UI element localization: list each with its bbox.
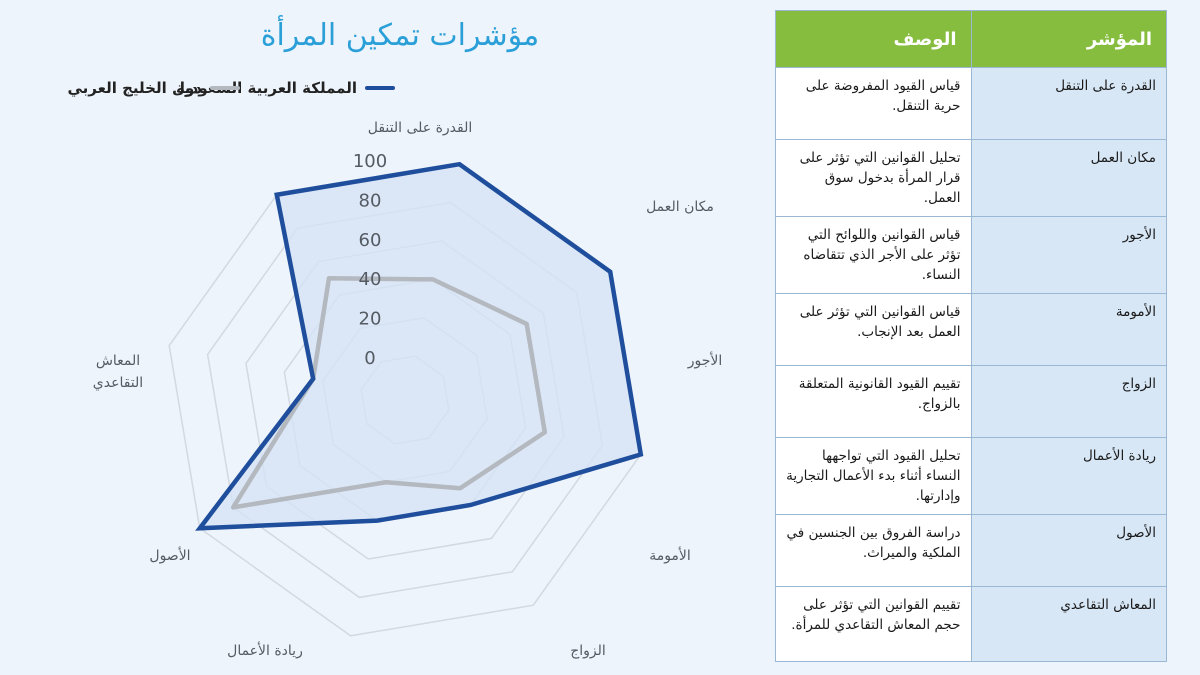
- legend-swatch-ksa: [365, 86, 395, 90]
- tick-label-5: 100: [353, 151, 387, 172]
- axis-label-6: الأصول: [149, 546, 190, 564]
- indicator-cell: الأصول: [970, 514, 1167, 587]
- header-indicator: المؤشر: [970, 10, 1167, 68]
- indicator-cell: ريادة الأعمال: [970, 437, 1167, 515]
- axis-label-2: الأجور: [687, 351, 723, 369]
- indicator-table: المؤشر الوصف القدرة على التنقل قياس القي…: [775, 10, 1167, 662]
- header-description: الوصف: [775, 10, 972, 68]
- tick-label-2: 40: [359, 269, 382, 290]
- indicator-cell: الأمومة: [970, 293, 1167, 366]
- table-row: ريادة الأعمال تحليل القيود التي تواجهها …: [775, 437, 1167, 515]
- legend-swatch-gcc: [210, 86, 240, 90]
- table-row: القدرة على التنقل قياس القيود المفروضة ع…: [775, 67, 1167, 140]
- description-cell: تحليل القوانين التي تؤثر على قرار المرأة…: [775, 139, 972, 217]
- legend-item-ksa: المملكة العربية السعودية: [176, 78, 395, 98]
- tick-label-1: 20: [359, 309, 382, 330]
- axis-label-5: ريادة الأعمال: [227, 641, 303, 659]
- tick-label-0: 0: [364, 348, 375, 369]
- axis-label-3: الأمومة: [649, 546, 691, 564]
- axis-label-4: الزواج: [570, 643, 606, 659]
- legend-label-gcc: دول الخليج العربي: [67, 79, 202, 97]
- table-row: الأجور قياس القوانين واللوائح التي تؤثر …: [775, 216, 1167, 294]
- indicator-cell: الأجور: [970, 216, 1167, 294]
- indicator-cell: مكان العمل: [970, 139, 1167, 217]
- description-cell: تقييم القيود القانونية المتعلقة بالزواج.: [775, 365, 972, 438]
- series-line-ksa: [195, 161, 644, 531]
- indicator-cell: القدرة على التنقل: [970, 67, 1167, 140]
- radar-chart: 0 20 40 60 80 100 القدرة على التنقل مكان العمل ا…: [93, 120, 723, 659]
- chart-title: مؤشرات تمكين المرأة: [260, 18, 540, 53]
- table-row: الأمومة قياس القوانين التي تؤثر على العم…: [775, 293, 1167, 366]
- description-cell: تقييم القوانين التي تؤثر على حجم المعاش …: [775, 586, 972, 662]
- table-row: مكان العمل تحليل القوانين التي تؤثر على …: [775, 139, 1167, 217]
- table-row: الزواج تقييم القيود القانونية المتعلقة ب…: [775, 365, 1167, 438]
- axis-label-7-line-0: المعاش: [96, 353, 140, 369]
- table-header-row: المؤشر الوصف: [775, 10, 1167, 68]
- tick-label-4: 80: [359, 190, 382, 211]
- chart-panel: مؤشرات تمكين المرأة المملكة العربية السع…: [67, 18, 723, 659]
- series-area-ksa: [199, 164, 641, 529]
- axis-label-0: القدرة على التنقل: [368, 120, 473, 136]
- description-cell: تحليل القيود التي تواجهها النساء أثناء ب…: [775, 437, 972, 515]
- table-row: الأصول دراسة الفروق بين الجنسين في الملك…: [775, 514, 1167, 587]
- series-line-gcc: [230, 276, 548, 510]
- indicator-cell: الزواج: [970, 365, 1167, 438]
- indicator-cell: المعاش التقاعدي: [970, 586, 1167, 662]
- table-row: المعاش التقاعدي تقييم القوانين التي تؤثر…: [775, 586, 1167, 662]
- legend-label-ksa: المملكة العربية السعودية: [175, 79, 357, 97]
- description-cell: قياس القيود المفروضة على حرية التنقل.: [775, 67, 972, 140]
- description-cell: قياس القوانين التي تؤثر على العمل بعد ال…: [775, 293, 972, 366]
- indicator-table-panel: المؤشر الوصف القدرة على التنقل قياس القي…: [775, 10, 1167, 662]
- description-cell: دراسة الفروق بين الجنسين في الملكية والم…: [775, 514, 972, 587]
- axis-label-7-line-1: التقاعدي: [93, 375, 143, 391]
- tick-label-3: 60: [359, 230, 382, 251]
- axis-label-1: مكان العمل: [646, 199, 714, 215]
- legend-item-gcc: دول الخليج العربي: [67, 78, 240, 98]
- description-cell: قياس القوانين واللوائح التي تؤثر على الأ…: [775, 216, 972, 294]
